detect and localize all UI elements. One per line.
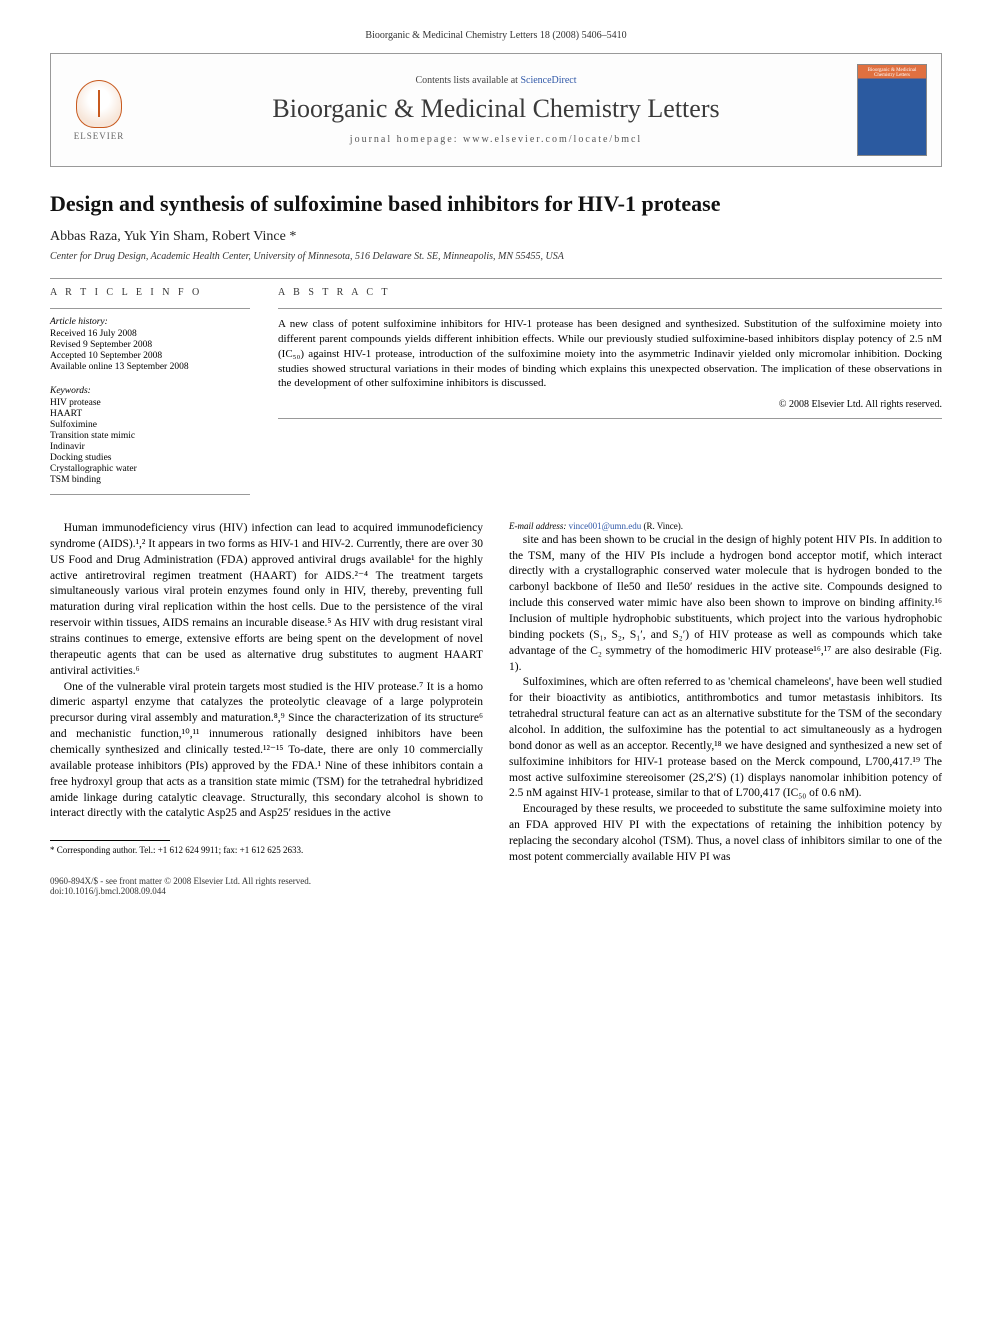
affiliation: Center for Drug Design, Academic Health … [50,251,942,262]
history-online: Available online 13 September 2008 [50,362,250,372]
keyword-item: Indinavir [50,442,250,452]
journal-cover-thumbnail: Bioorganic & Medicinal Chemistry Letters [857,64,927,156]
article-title: Design and synthesis of sulfoximine base… [50,191,942,217]
abstract-text: A new class of potent sulfoximine inhibi… [278,317,942,391]
keyword-item: HAART [50,409,250,419]
journal-homepage-line: journal homepage: www.elsevier.com/locat… [149,134,843,145]
footnote-email-label: E-mail address: [509,521,566,531]
history-revised: Revised 9 September 2008 [50,340,250,350]
body-para-3: site and has been shown to be crucial in… [509,533,942,676]
sciencedirect-link[interactable]: ScienceDirect [520,75,576,86]
keyword-item: Docking studies [50,453,250,463]
contents-available-line: Contents lists available at ScienceDirec… [149,75,843,86]
body-para-2: One of the vulnerable viral protein targ… [50,680,483,823]
rule-abstract-1 [278,308,942,309]
rule-bottom-info [50,494,250,495]
elsevier-tree-icon [76,80,122,128]
rule-abstract-2 [278,418,942,419]
body-para-5: Encouraged by these results, we proceede… [509,802,942,865]
body-para-4: Sulfoximines, which are often referred t… [509,675,942,802]
body-text: Human immunodeficiency virus (HIV) infec… [50,521,942,866]
running-header: Bioorganic & Medicinal Chemistry Letters… [50,30,942,41]
page-footer: 0960-894X/$ - see front matter © 2008 El… [50,876,942,896]
info-abstract-row: A R T I C L E I N F O Article history: R… [50,287,942,486]
history-label: Article history: [50,317,250,327]
history-received: Received 16 July 2008 [50,329,250,339]
article-info-label: A R T I C L E I N F O [50,287,250,298]
copyright-line: © 2008 Elsevier Ltd. All rights reserved… [278,399,942,410]
abstract-column: A B S T R A C T A new class of potent su… [278,287,942,486]
journal-header-center: Contents lists available at ScienceDirec… [149,75,843,145]
footnote-email-link[interactable]: vince001@umn.edu [569,521,642,531]
footer-left: 0960-894X/$ - see front matter © 2008 El… [50,876,311,896]
contents-prefix: Contents lists available at [415,75,520,86]
body-para-1: Human immunodeficiency virus (HIV) infec… [50,521,483,680]
elsevier-label: ELSEVIER [74,131,125,141]
rule-top [50,278,942,279]
footer-front-matter: 0960-894X/$ - see front matter © 2008 El… [50,876,311,886]
abstract-label: A B S T R A C T [278,287,942,298]
keyword-item: HIV protease [50,398,250,408]
rule-info-1 [50,308,250,309]
journal-name: Bioorganic & Medicinal Chemistry Letters [149,94,843,124]
footnote-rule [50,840,170,841]
keyword-item: TSM binding [50,475,250,485]
footnote-email-name: (R. Vince). [643,521,683,531]
keyword-item: Crystallographic water [50,464,250,474]
keywords-label: Keywords: [50,386,250,396]
article-info-column: A R T I C L E I N F O Article history: R… [50,287,250,486]
elsevier-logo: ELSEVIER [65,73,133,147]
authors-line: Abbas Raza, Yuk Yin Sham, Robert Vince * [50,229,942,245]
journal-header-box: ELSEVIER Contents lists available at Sci… [50,53,942,167]
footnote-corr: * Corresponding author. Tel.: +1 612 624… [50,845,483,857]
history-accepted: Accepted 10 September 2008 [50,351,250,361]
keyword-item: Transition state mimic [50,431,250,441]
keyword-item: Sulfoximine [50,420,250,430]
footnote-email-row: E-mail address: vince001@umn.edu (R. Vin… [509,521,942,533]
footer-doi: doi:10.1016/j.bmcl.2008.09.044 [50,886,311,896]
